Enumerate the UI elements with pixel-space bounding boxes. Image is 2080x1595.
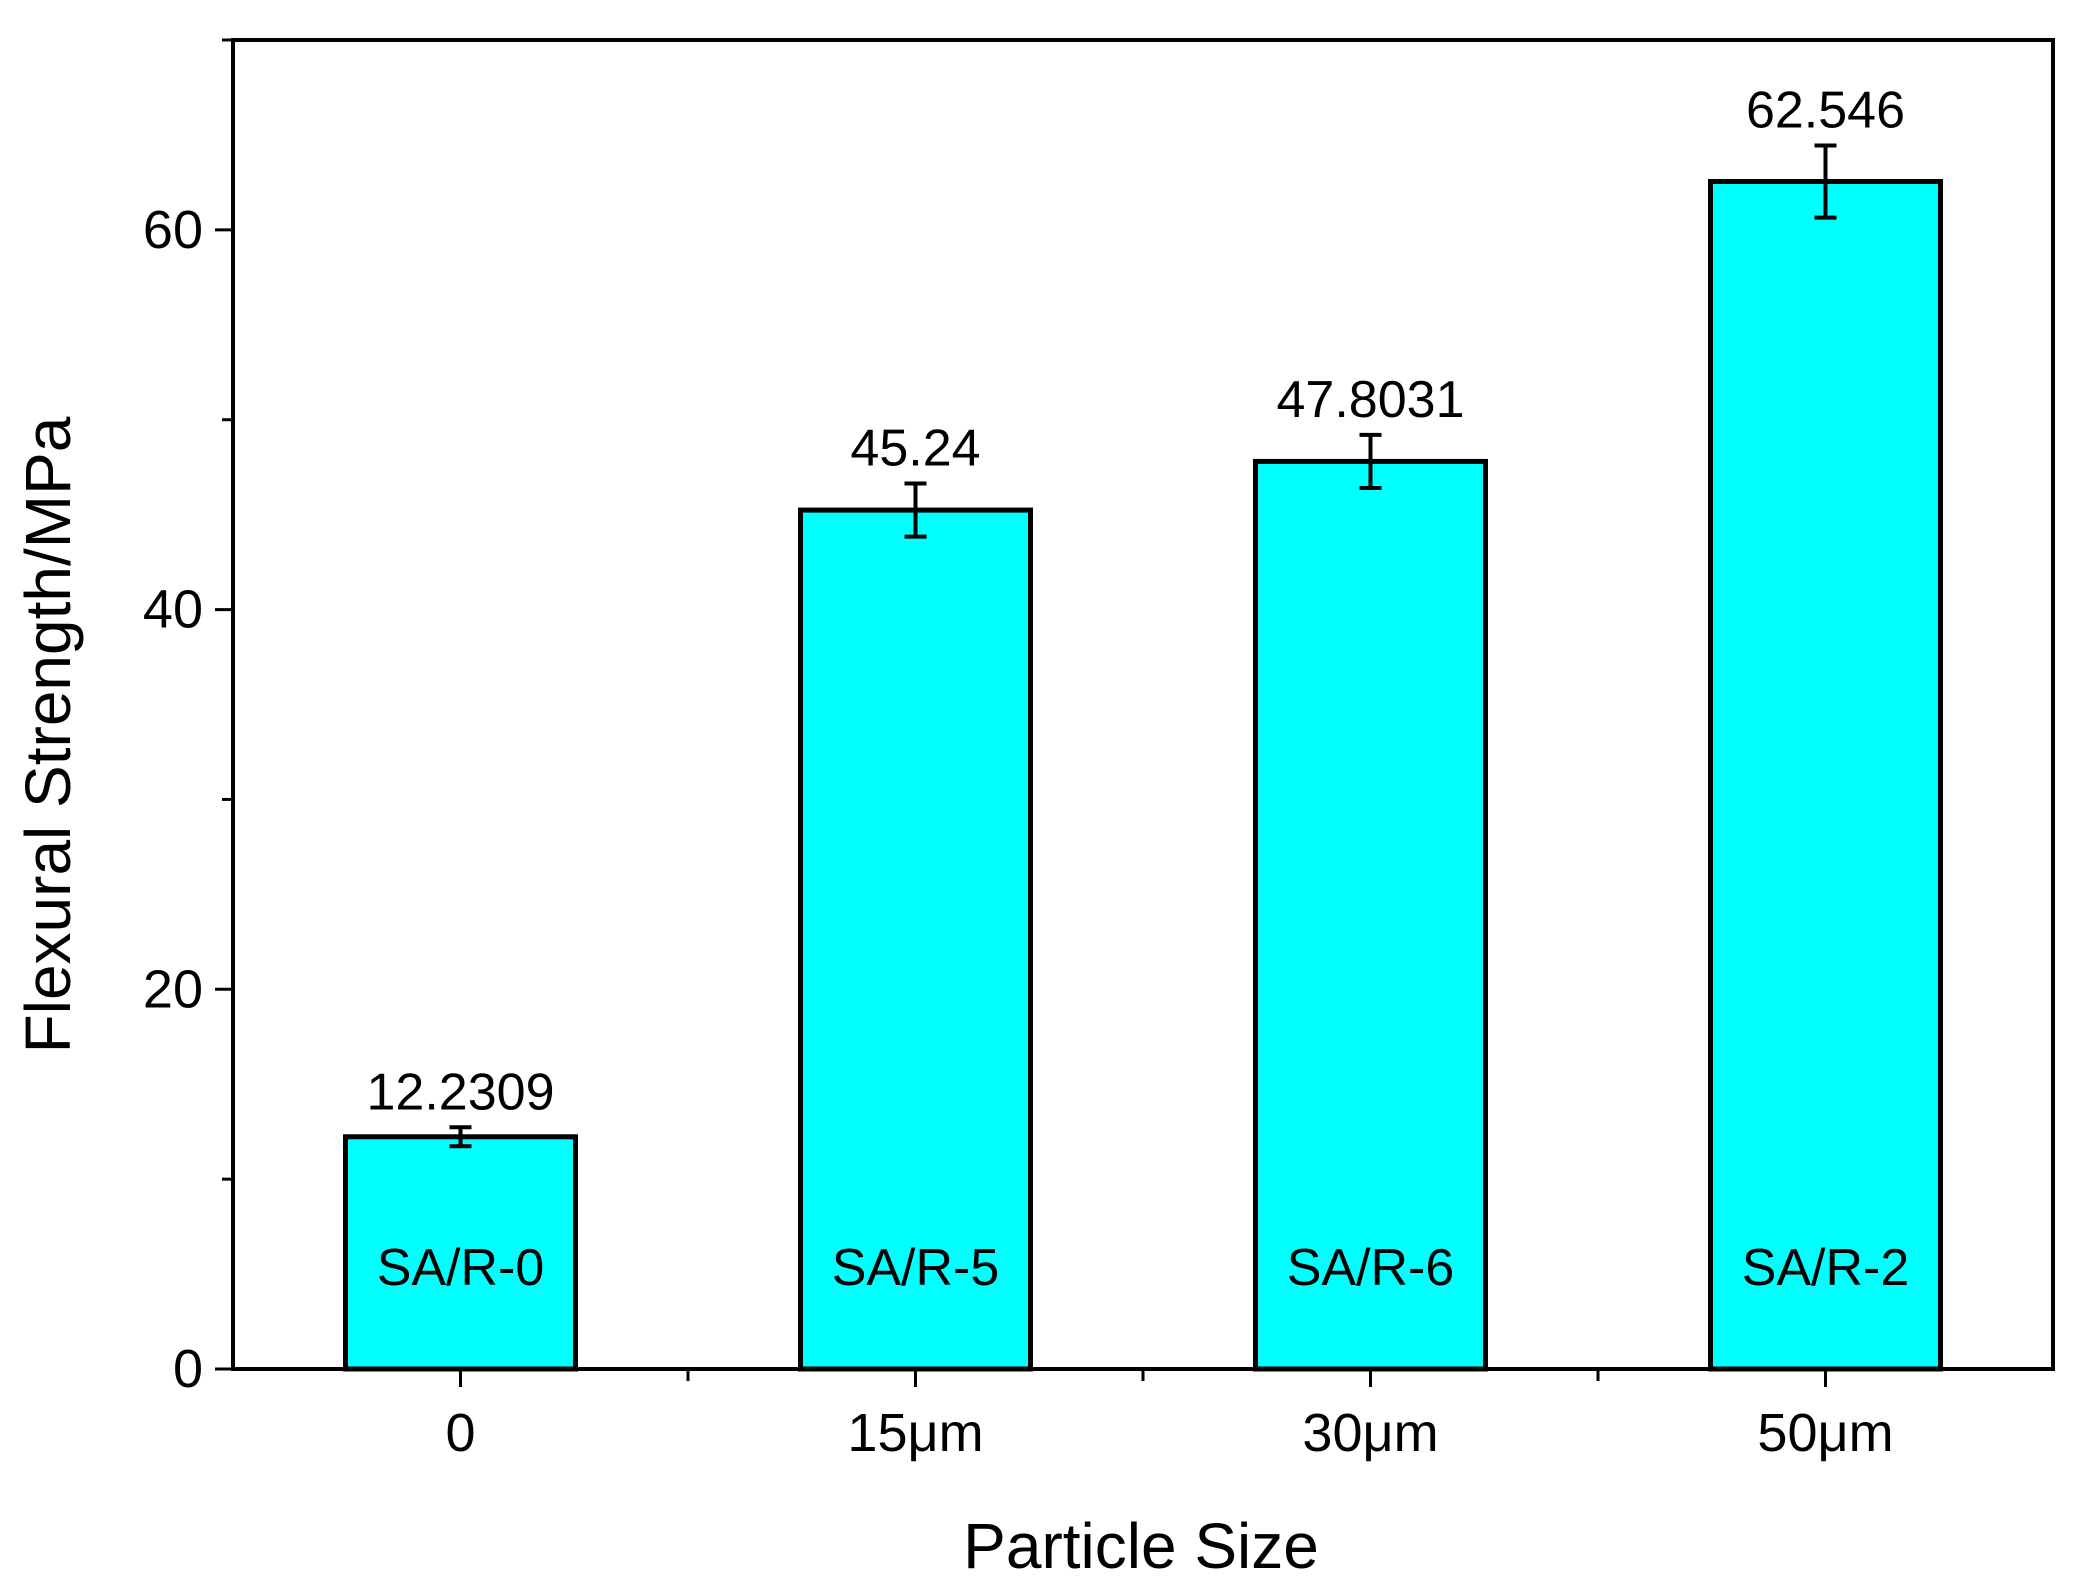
y-tick-label: 60 [143, 200, 203, 260]
bar [1253, 458, 1488, 1372]
y-tick-label: 20 [143, 959, 203, 1019]
y-axis-title: Flexural Strength/MPa [12, 416, 84, 1053]
axes-layer [215, 38, 2055, 1387]
value-label: 47.8031 [1277, 371, 1465, 429]
bar [343, 1134, 578, 1372]
bars-layer [343, 179, 1943, 1372]
value-label: 45.24 [850, 420, 980, 478]
labels-layer: 12.2309 SA/R-0 0 45.24 SA/R-5 15μm 47.8031 SA/R… [143, 81, 1909, 1463]
value-label: 12.2309 [367, 1063, 555, 1121]
bar [1708, 179, 1943, 1372]
value-label: 62.546 [1746, 81, 1905, 139]
x-tick-label: 15μm [847, 1403, 983, 1463]
error-bars-layer [449, 143, 1837, 1149]
y-tick-label: 40 [143, 580, 203, 640]
x-tick-label: 50μm [1757, 1403, 1893, 1463]
x-tick-label: 30μm [1302, 1403, 1438, 1463]
bar-label: SA/R-2 [1742, 1239, 1910, 1297]
bar-label: SA/R-6 [1287, 1239, 1455, 1297]
bar [798, 507, 1033, 1372]
x-tick-label: 0 [445, 1403, 475, 1463]
x-axis-title: Particle Size [963, 1510, 1319, 1582]
bar-label: SA/R-5 [832, 1239, 1000, 1297]
bar-label: SA/R-0 [377, 1239, 545, 1297]
plot-frame [231, 38, 2055, 1371]
y-tick-label: 0 [173, 1339, 203, 1399]
